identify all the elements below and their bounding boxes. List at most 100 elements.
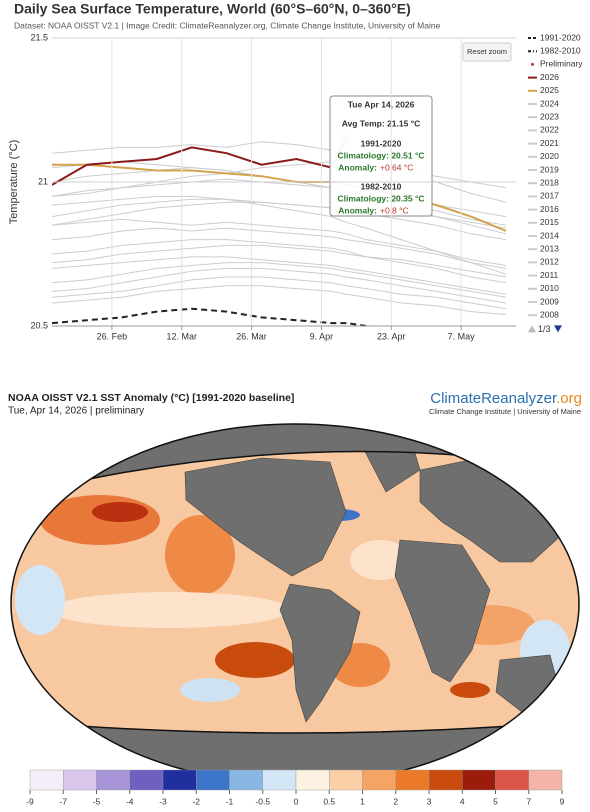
colorbar-swatch xyxy=(362,769,396,791)
colorbar-swatch xyxy=(395,769,430,791)
legend-label: 2020 xyxy=(540,151,559,161)
legend-label: 2011 xyxy=(540,270,559,280)
colorbar-tick-label: -4 xyxy=(126,796,134,806)
legend-label: 2017 xyxy=(540,191,559,201)
y-tick-label: 21 xyxy=(38,176,48,186)
colorbar-swatch xyxy=(528,769,563,791)
series-line xyxy=(52,285,507,315)
legend-label: 2025 xyxy=(540,85,559,95)
legend-label: 2018 xyxy=(540,177,559,187)
legend: 1991-2020 1982-2010 Preliminary 2026 2025 202… xyxy=(528,32,583,334)
land xyxy=(279,583,361,723)
anomaly-patch xyxy=(50,592,290,628)
colorbar-tick-label: 2 xyxy=(393,796,398,806)
anomaly-patch xyxy=(92,502,148,522)
series-line xyxy=(52,161,507,226)
colorbar-tick-label: -2 xyxy=(192,796,200,806)
colorbar-swatch xyxy=(162,769,197,791)
button-label[interactable]: Reset zoom xyxy=(467,47,507,56)
anomaly-patch xyxy=(180,678,240,702)
colorbar-tick-label: 0 xyxy=(294,796,299,806)
legend-label: 2022 xyxy=(540,125,559,135)
anomaly-patch xyxy=(450,682,490,698)
tooltip-avg: Avg Temp: 21.15 °C xyxy=(342,118,421,128)
colorbar-swatch xyxy=(196,769,230,791)
series-line xyxy=(52,307,379,326)
anomaly-patch xyxy=(215,642,295,678)
legend-label: 2023 xyxy=(540,111,559,121)
colorbar-swatch xyxy=(63,769,97,791)
series-line xyxy=(52,167,507,235)
tooltip-period: 1991-2020 xyxy=(361,138,402,148)
series-line xyxy=(52,138,348,186)
legend-label: 2014 xyxy=(540,230,559,240)
colorbar-tick-label: 9 xyxy=(560,796,565,806)
series-line xyxy=(52,244,507,278)
legend-label: Preliminary xyxy=(540,59,583,69)
colorbar: -9 -7 -5 -4 -3 -2 -1 -0.5 0 0.5 1 2 3 4 5 7 9 xyxy=(26,769,565,806)
x-tick-label: 26. Mar xyxy=(236,331,267,341)
legend-label: 2019 xyxy=(540,164,559,174)
map xyxy=(11,424,579,784)
legend-swatch xyxy=(531,62,534,66)
tooltip-anom-label: Anomaly: xyxy=(338,205,377,215)
colorbar-tick-label: 3 xyxy=(427,796,432,806)
colorbar-tick-label: 1 xyxy=(360,796,365,806)
colorbar-swatch xyxy=(96,769,130,791)
series-line xyxy=(52,198,507,241)
series-line xyxy=(52,195,507,275)
chart-title: Daily Sea Surface Temperature, World (60… xyxy=(14,1,411,17)
map-subtitle: Tue, Apr 14, 2026 | preliminary xyxy=(8,406,144,417)
colorbar-tick-label: 5 xyxy=(493,796,498,806)
colorbar-swatch xyxy=(329,769,363,791)
legend-label: 2026 xyxy=(540,72,559,82)
anomaly-patch xyxy=(165,515,235,595)
anomaly-patch xyxy=(15,565,65,635)
legend-page-prev xyxy=(528,325,536,333)
legend-label: 2010 xyxy=(540,283,559,293)
y-axis-label: Temperature (°C) xyxy=(8,140,20,224)
button-box[interactable] xyxy=(462,42,512,62)
series-line xyxy=(52,163,507,232)
logo-main: ClimateReanalyzer xyxy=(430,390,557,407)
colorbar-tick-label: 0.5 xyxy=(323,796,335,806)
legend-label: 2024 xyxy=(540,98,559,108)
logo-subtitle: Climate Change Institute | University of… xyxy=(429,407,581,416)
tooltip: Tue Apr 14, 2026 Avg Temp: 21.15 °C 1991… xyxy=(329,95,433,217)
land xyxy=(184,457,347,577)
series-line xyxy=(52,262,507,298)
logo-suffix: .org xyxy=(556,390,582,407)
x-tick-label: 26. Feb xyxy=(97,331,128,341)
colorbar-tick-label: 7 xyxy=(526,796,531,806)
colorbar-swatch xyxy=(495,769,529,791)
plot-area xyxy=(52,132,507,326)
legend-page: 1/3 xyxy=(538,324,551,334)
tooltip-anom: +0.64 °C xyxy=(380,162,413,172)
legend-label: 2013 xyxy=(540,243,559,253)
series-line xyxy=(52,256,507,295)
tooltip-anom-label: Anomaly: xyxy=(338,162,377,172)
anomaly-patch xyxy=(40,495,160,545)
tooltip-period: 1982-2010 xyxy=(361,181,402,191)
legend-label: 1982-2010 xyxy=(540,45,581,55)
reset-zoom-button[interactable]: Reset zoom xyxy=(462,42,512,62)
land xyxy=(394,539,491,683)
colorbar-tick-label: -5 xyxy=(93,796,101,806)
series-line xyxy=(52,276,507,310)
series-line xyxy=(52,227,507,269)
tooltip-date: Tue Apr 14, 2026 xyxy=(348,99,415,109)
colorbar-swatch xyxy=(295,769,330,791)
legend-label: 2016 xyxy=(540,204,559,214)
legend-page-next[interactable] xyxy=(554,325,562,333)
legend-label: 2009 xyxy=(540,296,559,306)
chart-subtitle: Dataset: NOAA OISST V2.1 | Image Credit:… xyxy=(14,20,441,30)
colorbar-tick-label: -9 xyxy=(26,796,34,806)
series-line xyxy=(52,218,507,266)
colorbar-tick-label: -0.5 xyxy=(255,796,270,806)
colorbar-tick-label: -3 xyxy=(159,796,167,806)
legend-label: 2015 xyxy=(540,217,559,227)
tooltip-box xyxy=(329,95,433,217)
colorbar-swatch xyxy=(462,769,496,791)
